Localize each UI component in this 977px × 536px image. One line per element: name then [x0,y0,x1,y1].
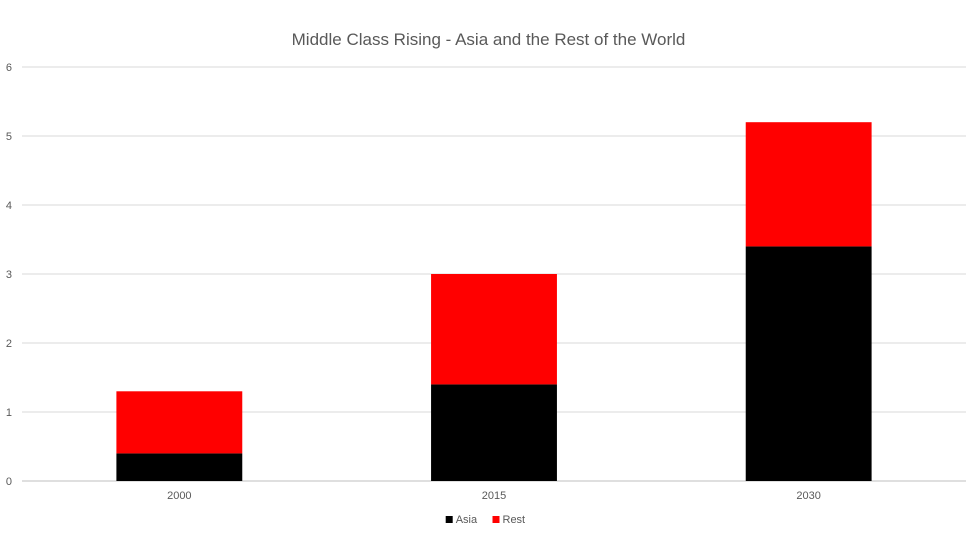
legend-label-rest: Rest [503,514,526,526]
chart-title: Middle Class Rising - Asia and the Rest … [291,30,686,49]
bar-asia-2015 [431,384,557,481]
y-tick-label: 6 [6,62,12,74]
bar-rest-2000 [116,391,243,454]
y-tick-label: 4 [6,200,12,212]
y-tick-label: 2 [6,338,12,350]
y-tick-label: 3 [6,269,12,281]
x-tick-label: 2000 [167,490,191,502]
legend-label-asia: Asia [456,514,478,526]
legend-swatch-asia [445,516,453,523]
x-tick-label: 2030 [796,490,820,502]
y-tick-label: 0 [6,476,12,488]
x-tick-label: 2015 [482,490,506,502]
y-tick-label: 5 [6,131,12,143]
y-tick-label: 1 [6,407,12,419]
bar-rest-2015 [431,274,557,385]
bar-rest-2030 [745,122,872,247]
bar-asia-2030 [745,246,872,481]
legend-swatch-rest [492,516,500,523]
bar-asia-2000 [116,453,243,481]
